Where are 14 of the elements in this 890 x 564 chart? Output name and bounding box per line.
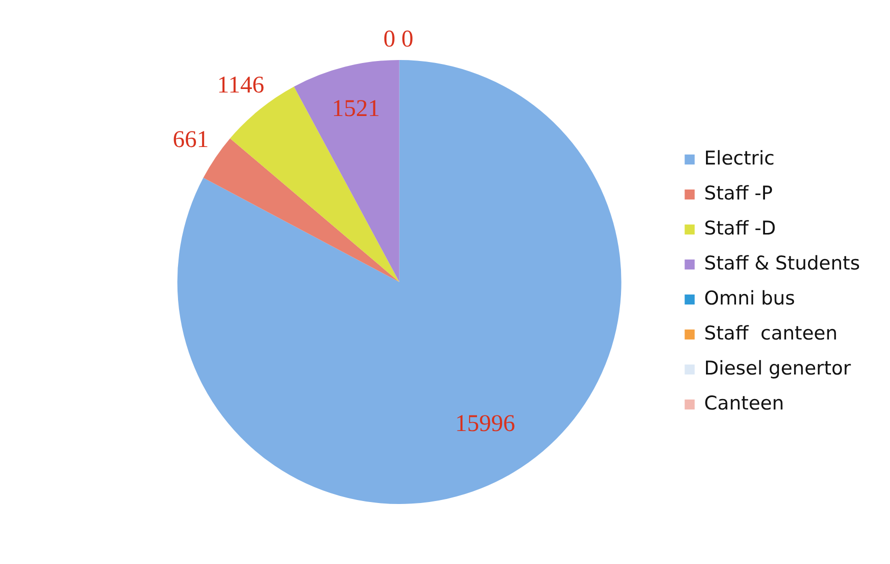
data-label: 661 bbox=[172, 126, 209, 153]
data-label: 1146 bbox=[217, 72, 264, 98]
legend-label: Omni bus bbox=[704, 287, 795, 310]
legend-label: Staff canteen bbox=[704, 322, 838, 344]
data-label: 1521 bbox=[332, 96, 380, 122]
legend-label: Electric bbox=[704, 147, 775, 170]
legend-label: Diesel genertor bbox=[704, 357, 852, 380]
legend-label: Staff -D bbox=[704, 217, 776, 240]
data-label: 15996 bbox=[455, 411, 516, 438]
legend-label: Staff -P bbox=[704, 182, 773, 204]
legend-label: Canteen bbox=[704, 392, 784, 414]
text: 0 bbox=[383, 26, 396, 52]
legend-label: Staff & Students bbox=[704, 252, 860, 274]
text: 0 bbox=[401, 26, 414, 52]
